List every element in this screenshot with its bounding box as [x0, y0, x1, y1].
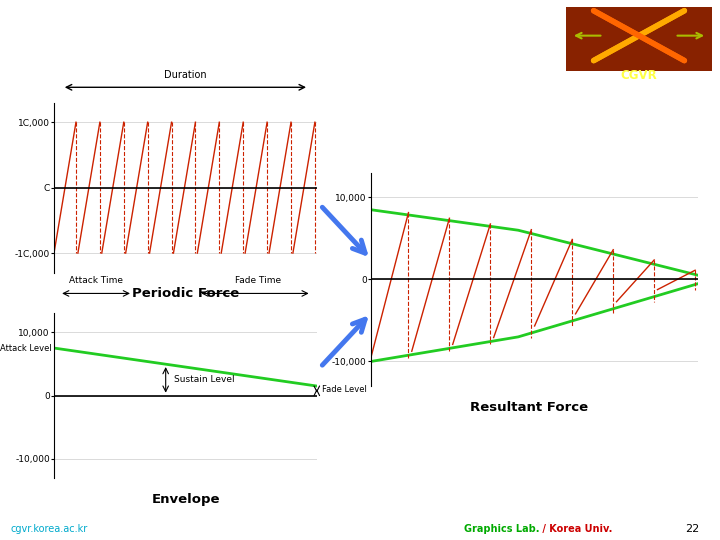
Text: CGVR: CGVR — [621, 69, 657, 82]
Text: 22: 22 — [685, 523, 699, 534]
Text: Graphical Representation of: Graphical Representation of — [22, 18, 374, 38]
Text: Duration: Duration — [164, 71, 207, 80]
Text: Attack Time: Attack Time — [69, 276, 123, 285]
Bar — [566, 7, 712, 71]
Text: Sustain Level: Sustain Level — [174, 375, 234, 384]
Text: Ramp Force with Envelope: Ramp Force with Envelope — [22, 54, 354, 74]
Text: Attack Level: Attack Level — [0, 343, 51, 353]
Text: Periodic Force: Periodic Force — [132, 287, 239, 300]
Text: / Korea Univ.: / Korea Univ. — [539, 523, 612, 534]
Text: Envelope: Envelope — [151, 493, 220, 506]
Text: cgvr.korea.ac.kr: cgvr.korea.ac.kr — [11, 523, 88, 534]
Text: Graphics Lab.: Graphics Lab. — [464, 523, 540, 534]
Text: Resultant Force: Resultant Force — [470, 401, 588, 414]
Text: Fade Level: Fade Level — [322, 386, 367, 394]
Text: Fade Time: Fade Time — [235, 276, 281, 285]
